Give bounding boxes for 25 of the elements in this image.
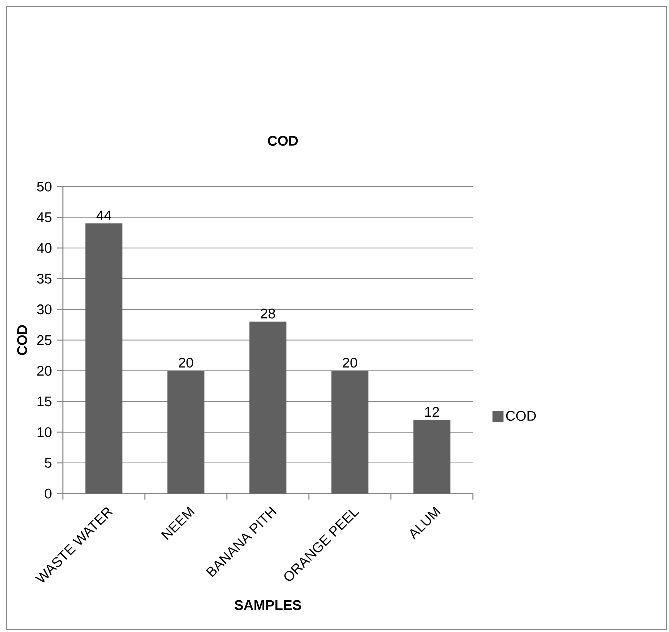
y-tick-label: 50: [37, 182, 52, 192]
data-label: 20: [343, 358, 358, 368]
bar: [168, 371, 205, 494]
bar: [414, 420, 451, 494]
y-tick-label: 10: [38, 427, 52, 438]
y-tick-label: 5: [45, 458, 52, 468]
bar: [250, 322, 287, 494]
chart-title: COD: [268, 136, 298, 146]
y-tick-label: 30: [37, 304, 52, 315]
y-tick-label: 15: [38, 396, 52, 407]
x-axis-title: SAMPLES: [234, 600, 302, 610]
data-label: 12: [425, 407, 440, 417]
bar: [86, 224, 123, 494]
data-label: 20: [179, 358, 194, 368]
y-tick-label: 35: [37, 274, 52, 284]
y-tick-label: 25: [37, 335, 52, 346]
bar: [332, 371, 369, 494]
legend-label: COD: [506, 411, 536, 422]
y-tick-label: 0: [45, 488, 52, 499]
y-axis-title: COD: [17, 325, 28, 356]
data-label: 44: [96, 210, 112, 220]
y-tick-label: 20: [37, 366, 52, 376]
y-tick-label: 40: [37, 243, 52, 254]
data-label: 28: [261, 308, 276, 319]
y-tick-label: 45: [37, 212, 52, 222]
